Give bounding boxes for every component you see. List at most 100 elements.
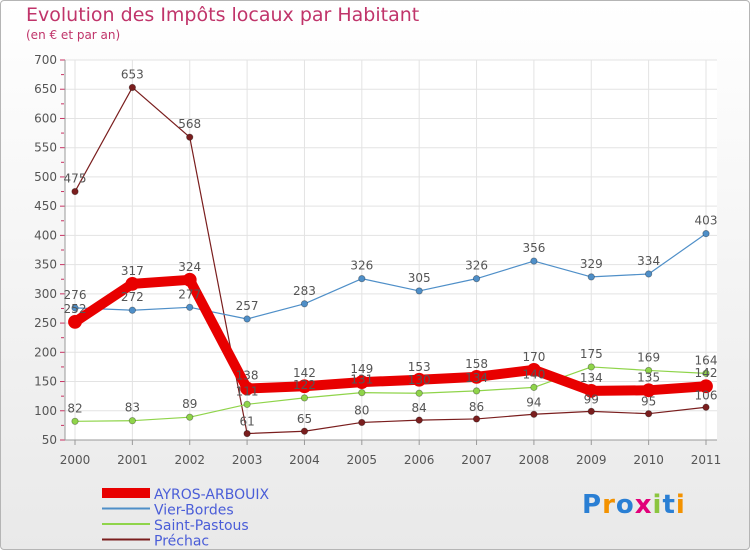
data-point	[584, 383, 599, 398]
data-label: 305	[408, 271, 431, 285]
data-label: 130	[408, 373, 431, 387]
data-label: 131	[350, 373, 373, 387]
data-point	[527, 362, 541, 377]
data-label: 95	[641, 395, 656, 409]
data-point	[702, 230, 710, 238]
y-tick-label: 150	[34, 375, 57, 389]
y-tick-label: 50	[42, 433, 57, 447]
data-label: 111	[236, 384, 259, 398]
data-point	[358, 418, 366, 427]
legend-label: AYROS-ARBOUIX	[154, 487, 269, 503]
data-label: 134	[580, 371, 603, 385]
data-label: 252	[64, 302, 87, 316]
data-point	[128, 306, 136, 314]
y-tick-label: 200	[34, 345, 57, 359]
legend-label: Préchac	[154, 534, 209, 550]
data-label: 134	[465, 371, 488, 385]
x-tick-label: 2004	[289, 453, 320, 467]
y-tick-label: 300	[34, 287, 57, 301]
data-point	[587, 363, 595, 371]
data-point	[68, 315, 82, 329]
data-label: 122	[293, 378, 316, 392]
data-point	[469, 369, 484, 384]
data-label: 317	[121, 264, 144, 278]
data-point	[415, 389, 423, 397]
data-point	[645, 366, 653, 375]
data-label: 106	[695, 388, 718, 402]
data-point	[125, 277, 140, 291]
x-tick-label: 2003	[232, 453, 263, 467]
data-point	[243, 400, 251, 408]
x-tick-label: 2008	[519, 453, 550, 467]
y-tick-label: 650	[34, 82, 57, 96]
data-point	[472, 415, 481, 423]
x-tick-label: 2010	[633, 453, 664, 467]
data-point	[300, 394, 309, 402]
data-label: 329	[580, 257, 603, 271]
y-tick-label: 600	[34, 111, 57, 125]
logo-letter: t	[662, 490, 676, 520]
data-point	[530, 383, 538, 391]
data-point	[530, 410, 538, 418]
data-point	[702, 369, 710, 377]
data-label: 164	[695, 353, 718, 367]
data-label: 61	[239, 415, 254, 429]
data-label: 568	[178, 117, 201, 131]
data-point	[472, 387, 481, 395]
data-point	[300, 300, 309, 308]
data-point	[243, 429, 251, 438]
data-label: 170	[522, 350, 545, 364]
data-label: 475	[64, 172, 87, 186]
x-tick-label: 2006	[404, 453, 435, 467]
data-point	[71, 304, 79, 312]
data-label: 272	[121, 290, 144, 304]
data-label: 403	[695, 214, 718, 228]
data-point	[415, 287, 423, 295]
logo-letter: i	[675, 490, 686, 520]
data-label: 86	[469, 400, 484, 414]
data-label: 142	[695, 366, 718, 380]
data-label: 326	[350, 259, 373, 273]
data-label: 277	[178, 287, 201, 301]
data-label: 149	[350, 362, 373, 376]
y-tick-label: 100	[34, 404, 57, 418]
data-point	[71, 187, 79, 196]
x-tick-label: 2011	[691, 453, 722, 467]
x-tick-label: 2002	[174, 453, 205, 467]
data-label: 153	[408, 360, 431, 374]
data-point	[354, 375, 369, 390]
data-point	[415, 416, 423, 424]
data-point	[645, 270, 653, 278]
y-tick-label: 500	[34, 170, 57, 184]
data-point	[186, 413, 194, 421]
data-label: 82	[67, 401, 82, 415]
data-label: 276	[64, 288, 87, 302]
data-label: 99	[584, 392, 599, 406]
data-point	[297, 379, 312, 394]
data-point	[71, 417, 79, 425]
data-label: 257	[236, 299, 259, 313]
data-label: 94	[526, 395, 541, 409]
data-point	[699, 379, 713, 394]
data-label: 142	[293, 366, 316, 380]
x-tick-label: 2005	[347, 453, 378, 467]
data-point	[243, 315, 251, 323]
y-tick-label: 350	[34, 258, 57, 272]
data-point	[641, 383, 656, 398]
data-point	[186, 133, 194, 141]
logo-letter: P	[582, 490, 603, 520]
data-label: 83	[125, 401, 140, 415]
legend-label: Saint-Pastous	[154, 518, 249, 534]
data-point	[300, 427, 309, 435]
series-line	[74, 233, 707, 320]
data-label: 138	[236, 369, 259, 383]
series-line	[74, 366, 707, 422]
logo-letter: x	[634, 490, 653, 520]
x-tick-label: 2000	[60, 453, 91, 467]
data-label: 283	[293, 284, 316, 298]
data-label: 169	[637, 350, 660, 364]
data-point	[530, 257, 538, 265]
y-tick-label: 400	[34, 228, 57, 242]
data-label: 65	[297, 412, 312, 426]
